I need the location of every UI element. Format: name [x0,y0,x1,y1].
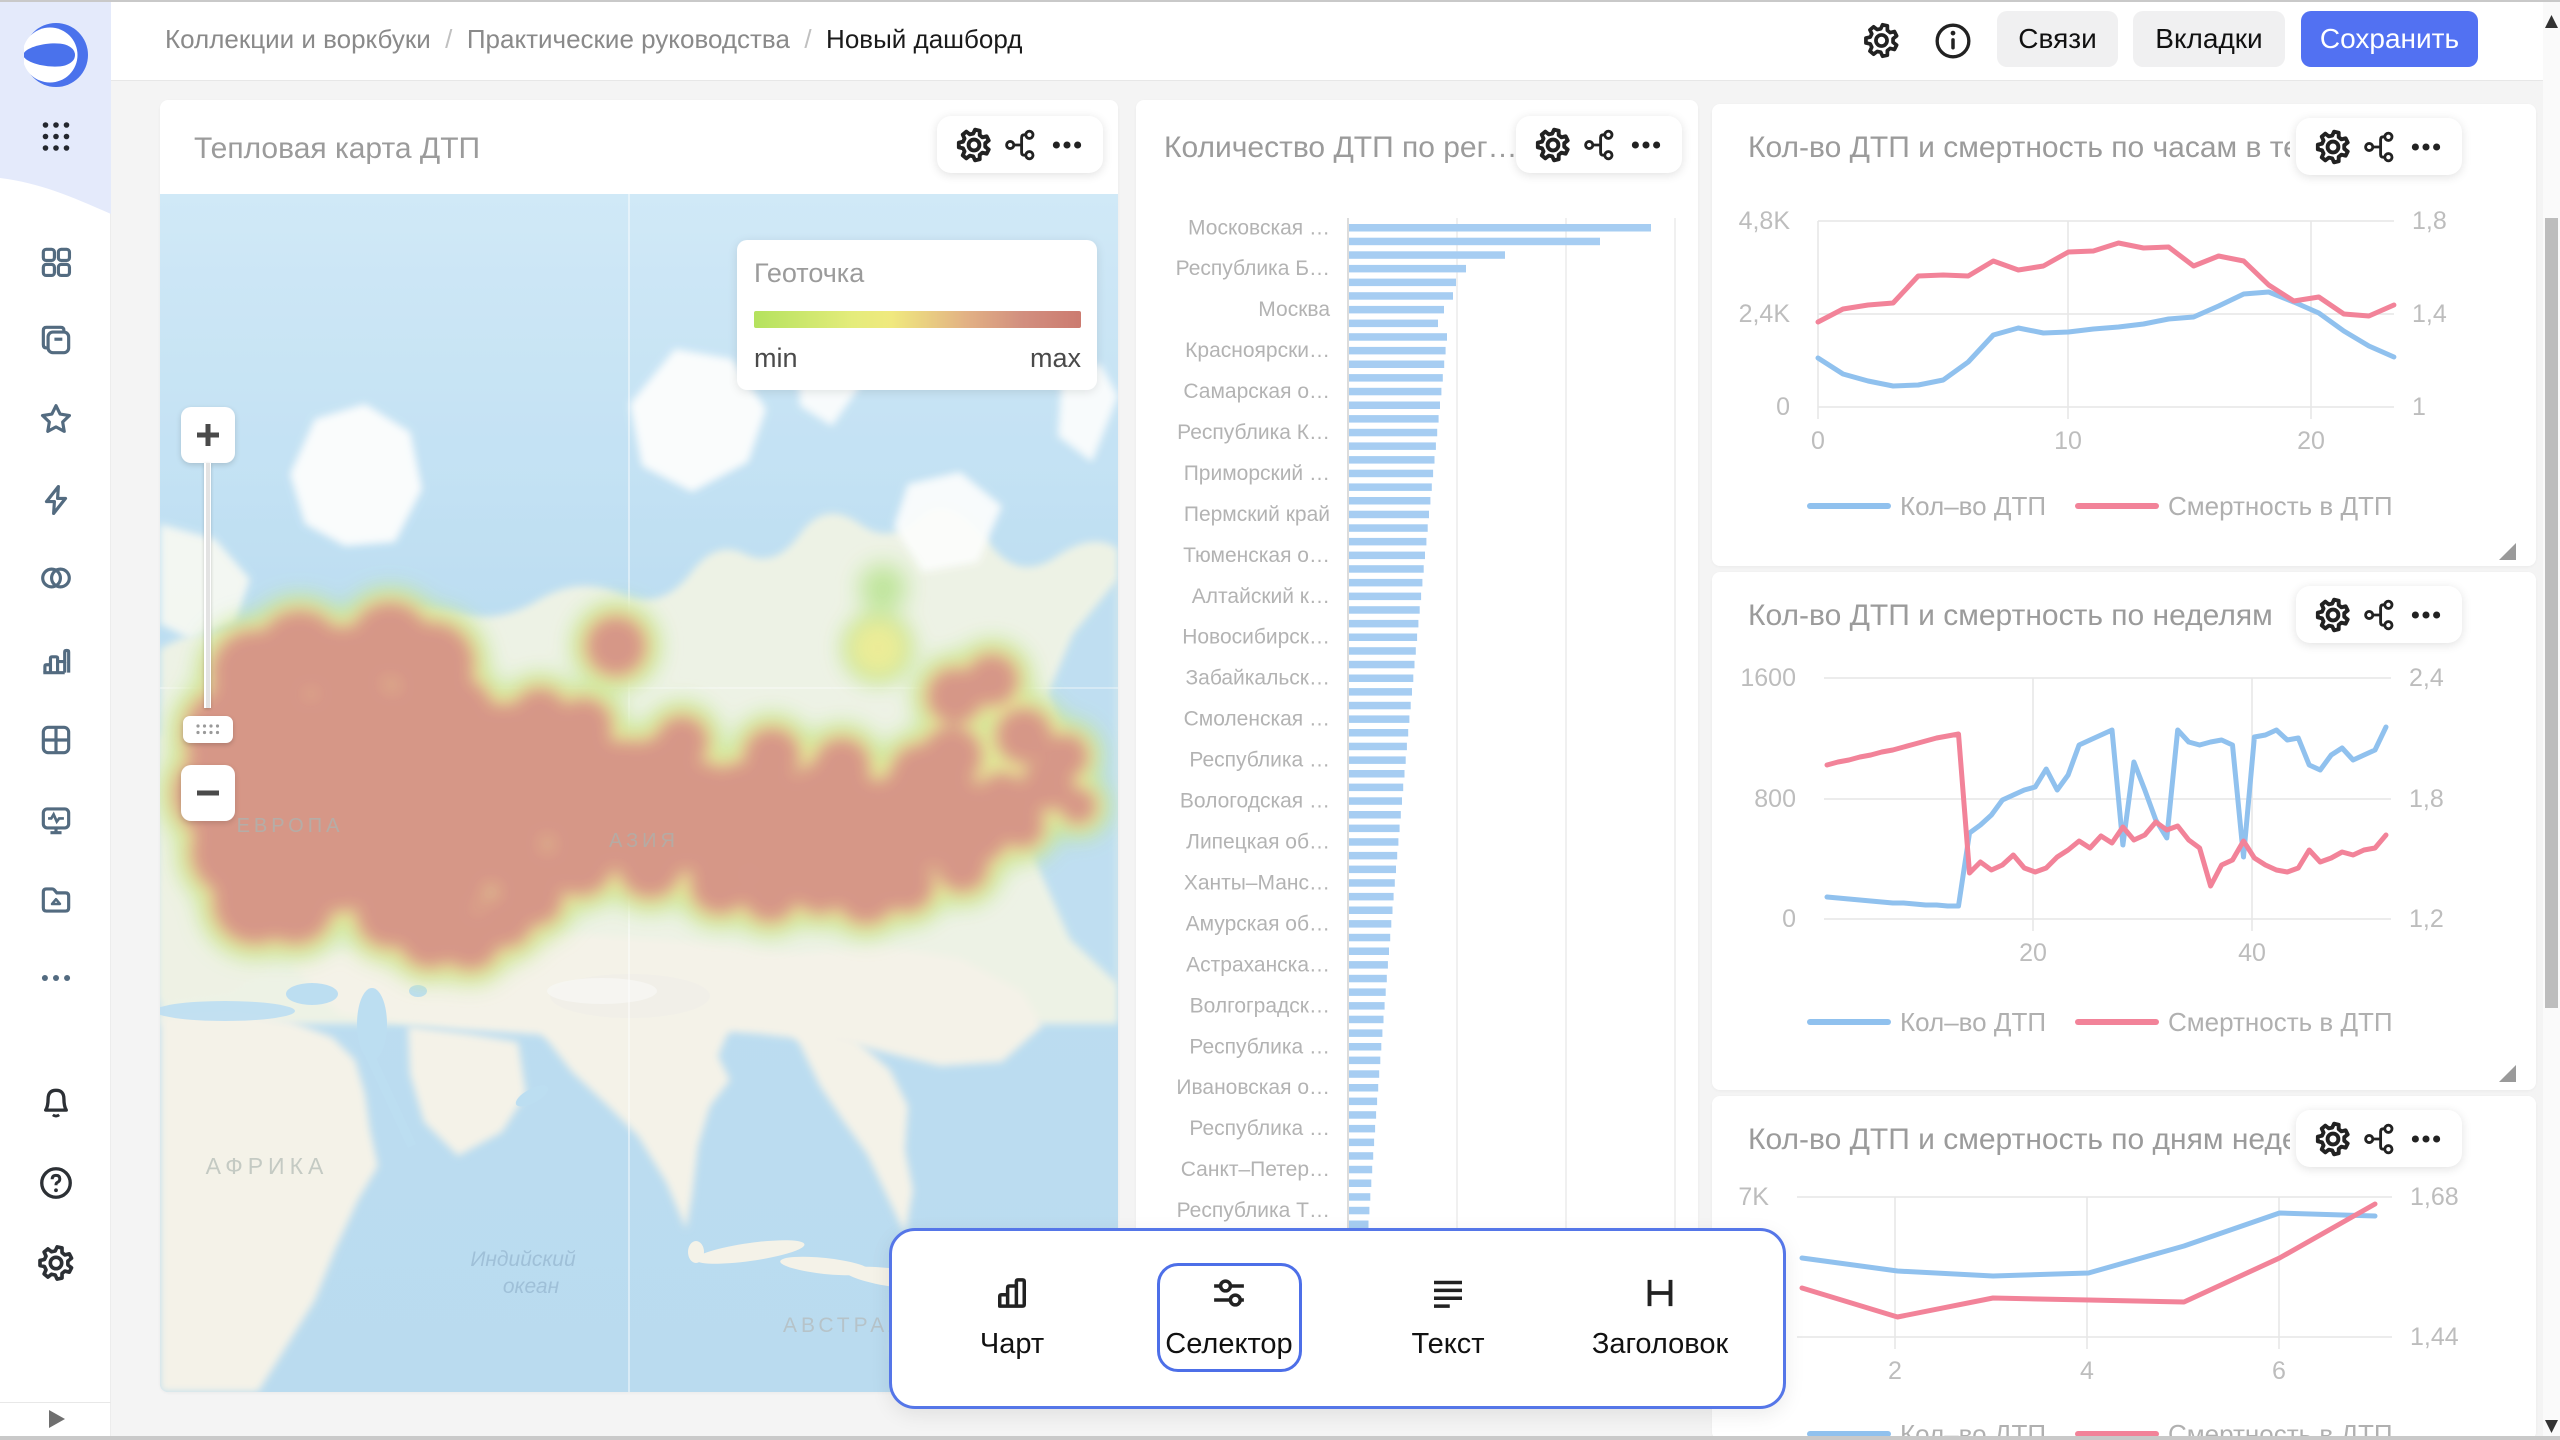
svg-text:Смертность в ДТП: Смертность в ДТП [2168,491,2393,521]
svg-text:2,4: 2,4 [2409,664,2444,692]
svg-text:0: 0 [1782,905,1796,933]
svg-text:1,8: 1,8 [2409,785,2444,813]
svg-text:Забайкальск…: Забайкальск… [1185,667,1330,690]
svg-text:Москва: Москва [1258,298,1330,321]
svg-text:Республика Т…: Республика Т… [1177,1199,1330,1222]
svg-text:Ханты–Манс…: Ханты–Манс… [1184,872,1330,895]
svg-text:0: 0 [1811,427,1825,455]
svg-text:7K: 7K [1738,1183,1769,1211]
svg-text:20: 20 [2019,939,2047,967]
svg-text:Республика Б…: Республика Б… [1176,257,1330,280]
svg-text:Волгоградск…: Волгоградск… [1190,994,1330,1017]
svg-text:Кол–во ДТП: Кол–во ДТП [1900,1419,2046,1440]
svg-text:Смертность в ДТП: Смертность в ДТП [2168,1007,2393,1037]
svg-text:1,4: 1,4 [2412,300,2447,328]
svg-text:Астраханска…: Астраханска… [1186,953,1330,976]
svg-text:800: 800 [1754,785,1796,813]
svg-text:2,4K: 2,4K [1739,300,1791,328]
svg-text:2: 2 [1888,1357,1902,1385]
svg-text:Санкт–Петер…: Санкт–Петер… [1181,1158,1330,1181]
svg-text:1,68: 1,68 [2410,1183,2459,1211]
svg-text:океан: океан [503,1275,560,1298]
svg-text:АЗИЯ: АЗИЯ [609,830,679,852]
svg-text:АФРИКА: АФРИКА [206,1153,329,1179]
svg-text:Московская …: Московская … [1188,216,1330,239]
svg-text:1,2: 1,2 [2409,905,2444,933]
svg-text:10: 10 [2054,427,2082,455]
svg-text:Новосибирск…: Новосибирск… [1182,626,1330,649]
svg-text:Республика …: Республика … [1189,1035,1330,1058]
svg-text:Кол–во ДТП: Кол–во ДТП [1900,491,2046,521]
svg-text:Республика К…: Республика К… [1177,421,1330,444]
svg-text:Кол–во ДТП: Кол–во ДТП [1900,1007,2046,1037]
svg-text:Алтайский к…: Алтайский к… [1192,585,1330,608]
svg-text:Республика …: Республика … [1189,749,1330,772]
svg-text:40: 40 [2238,939,2266,967]
svg-text:Красноярски…: Красноярски… [1185,339,1330,362]
svg-text:1,8: 1,8 [2412,207,2447,235]
svg-text:Смертность в ДТП: Смертность в ДТП [2168,1419,2393,1440]
svg-text:Липецкая об…: Липецкая об… [1186,831,1330,854]
svg-text:Республика …: Республика … [1189,1117,1330,1140]
svg-text:Приморский …: Приморский … [1184,462,1330,485]
svg-text:0: 0 [1776,393,1790,421]
svg-text:4: 4 [2080,1357,2094,1385]
svg-text:Вологодская …: Вологодская … [1180,790,1330,813]
svg-text:ЕВРОПА: ЕВРОПА [237,815,344,837]
svg-text:1: 1 [2412,393,2426,421]
svg-text:Ивановская о…: Ивановская о… [1176,1076,1330,1099]
svg-text:Пермский край: Пермский край [1184,503,1330,526]
svg-text:6: 6 [2272,1357,2286,1385]
svg-text:1600: 1600 [1740,664,1796,692]
svg-text:Смоленская …: Смоленская … [1184,708,1330,731]
svg-text:Самарская о…: Самарская о… [1183,380,1330,403]
svg-text:20: 20 [2297,427,2325,455]
svg-text:Индийский: Индийский [470,1248,576,1271]
svg-text:4,8K: 4,8K [1739,207,1791,235]
svg-text:1,44: 1,44 [2410,1323,2459,1351]
svg-text:Тюменская о…: Тюменская о… [1183,544,1330,567]
svg-text:Амурская об…: Амурская об… [1186,912,1330,935]
